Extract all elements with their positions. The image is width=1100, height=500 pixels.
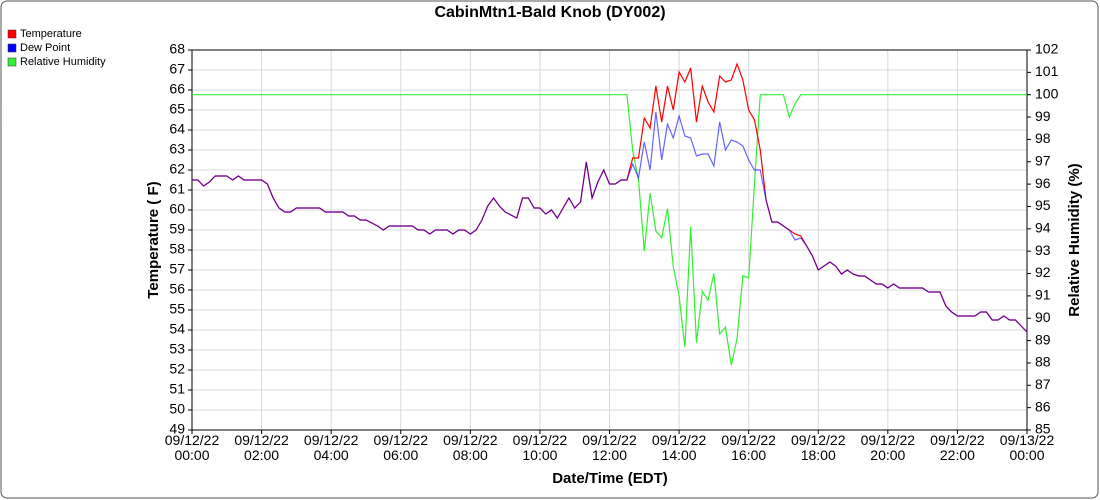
y2-tick-label: 102 [1035, 41, 1059, 57]
y-tick-label: 63 [169, 141, 185, 157]
y2-tick-label: 87 [1035, 376, 1051, 392]
legend-label: Temperature [20, 28, 82, 40]
y-tick-label: 53 [169, 341, 185, 357]
y2-tick-label: 99 [1035, 108, 1051, 124]
x-tick-label: 09/12/22 04:00 [303, 432, 359, 463]
y-tick-label: 62 [169, 161, 185, 177]
y2-tick-label: 101 [1035, 63, 1059, 79]
x-tick-label: 09/12/22 20:00 [860, 432, 916, 463]
y2-axis-title: Relative Humidity (%) [1066, 163, 1083, 316]
x-axis-title: Date/Time (EDT) [552, 470, 668, 487]
y2-tick-label: 96 [1035, 175, 1051, 191]
x-tick-label: 09/12/22 18:00 [791, 432, 846, 463]
y-tick-label: 65 [169, 101, 185, 117]
x-tick-label: 09/12/22 02:00 [234, 432, 289, 463]
x-tick-label: 09/12/22 06:00 [373, 432, 429, 463]
y-tick-label: 68 [169, 41, 185, 57]
y2-tick-label: 98 [1035, 130, 1051, 146]
legend-swatch [7, 57, 17, 67]
y-tick-label: 67 [169, 61, 185, 77]
y-tick-label: 64 [169, 121, 185, 137]
y2-tick-label: 94 [1035, 220, 1051, 236]
x-tick-label: 09/13/22 00:00 [999, 432, 1055, 463]
y-tick-label: 58 [169, 241, 185, 257]
plot-frame [191, 49, 1028, 431]
x-tick-label: 09/12/22 22:00 [930, 432, 985, 463]
x-tick-label: 09/12/22 14:00 [651, 432, 707, 463]
y-tick-label: 60 [169, 201, 185, 217]
legend-label: Relative Humidity [20, 56, 106, 68]
series-line [192, 94, 1027, 366]
y2-tick-label: 92 [1035, 264, 1051, 280]
chart-title: CabinMtn1-Bald Knob (DY002) [434, 4, 665, 21]
y2-tick-label: 86 [1035, 398, 1051, 414]
y-tick-label: 49 [169, 421, 185, 437]
series-line [192, 111, 1028, 333]
legend-label: Dew Point [20, 42, 70, 54]
y2-tick-label: 100 [1035, 85, 1059, 101]
y-tick-label: 61 [169, 181, 185, 197]
y-tick-label: 51 [169, 381, 185, 397]
y2-tick-label: 85 [1035, 421, 1051, 437]
x-tick-label: 09/12/22 16:00 [721, 432, 776, 463]
y-tick-label: 54 [169, 321, 185, 337]
x-tick-label: 09/12/22 10:00 [512, 432, 568, 463]
y-tick-label: 52 [169, 361, 185, 377]
y-tick-label: 57 [169, 261, 185, 277]
legend-swatch [7, 43, 17, 53]
x-tick-label: 09/12/22 00:00 [164, 432, 220, 463]
x-tick-label: 09/12/22 12:00 [582, 432, 637, 463]
y-tick-label: 50 [169, 401, 185, 417]
y2-tick-label: 90 [1035, 309, 1051, 325]
y2-tick-label: 93 [1035, 242, 1051, 258]
y-tick-label: 56 [169, 281, 185, 297]
x-tick-label: 09/12/22 08:00 [443, 432, 498, 463]
legend-swatch [7, 29, 17, 39]
y2-tick-label: 89 [1035, 331, 1051, 347]
y-tick-label: 55 [169, 301, 185, 317]
y2-tick-label: 95 [1035, 197, 1051, 213]
y-tick-label: 59 [169, 221, 185, 237]
y-axis-title: Temperature ( F) [145, 181, 162, 298]
y2-tick-label: 91 [1035, 287, 1051, 303]
y2-tick-label: 88 [1035, 354, 1051, 370]
y2-tick-label: 97 [1035, 152, 1051, 168]
y-tick-label: 66 [169, 81, 185, 97]
